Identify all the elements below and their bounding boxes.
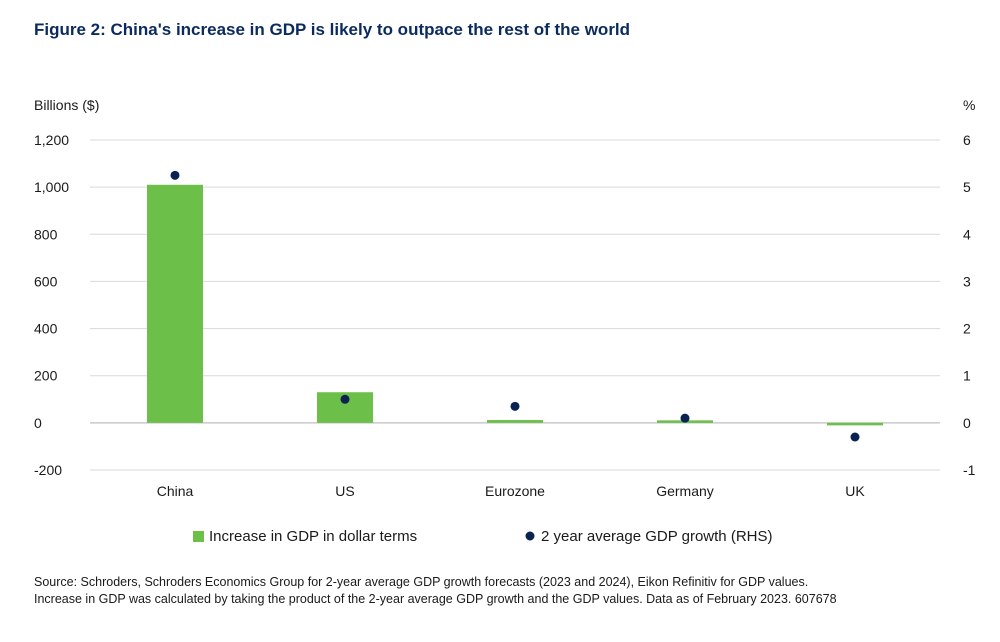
left-tick-label: -200 [34,462,62,478]
dot-germany [680,413,690,423]
legend-bar-label: Increase in GDP in dollar terms [209,528,417,545]
dot-china [170,170,180,180]
gridlines [90,139,940,471]
source-note: Source: Schroders, Schroders Economics G… [34,574,837,608]
right-tick-label: 6 [963,132,971,148]
left-tick-label: 1,000 [34,179,69,195]
chart-title: Figure 2: China's increase in GDP is lik… [34,20,631,39]
bar-eurozone [487,420,543,423]
bar-china [147,184,203,423]
right-tick-label: 5 [963,179,971,195]
right-tick-label: 3 [963,273,971,289]
left-tick-label: 200 [34,368,58,384]
dot-us [340,394,350,404]
left-tick-label: 0 [34,415,42,431]
category-label: UK [845,483,865,499]
bar-uk [827,422,883,426]
chart: Billions ($) % 1,200 1,000 800 600 400 200 0 -2… [34,97,976,545]
right-tick-label: 2 [963,321,971,337]
right-axis-ticks: 6 5 4 3 2 1 0 -1 [963,132,976,478]
left-tick-label: 1,200 [34,132,69,148]
category-label: China [157,483,194,499]
category-label: US [335,483,354,499]
right-tick-label: 4 [963,226,971,242]
category-label: Eurozone [485,483,545,499]
left-tick-label: 600 [34,273,58,289]
right-axis-label: % [963,97,975,113]
dot-uk [850,432,860,442]
bar-series [147,184,883,426]
source-line-1: Source: Schroders, Schroders Economics G… [34,575,809,589]
category-label: Germany [656,483,714,499]
right-tick-label: -1 [963,462,976,478]
legend-dot-label: 2 year average GDP growth (RHS) [541,528,772,545]
dot-eurozone [510,401,520,411]
left-tick-label: 800 [34,226,58,242]
source-line-2: Increase in GDP was calculated by taking… [34,592,837,606]
right-tick-label: 1 [963,368,971,384]
legend-bar-swatch [193,531,204,542]
left-axis-label: Billions ($) [34,97,99,113]
legend: Increase in GDP in dollar terms 2 year a… [193,528,772,545]
left-tick-label: 400 [34,321,58,337]
dot-series [170,170,860,442]
legend-dot-swatch [525,531,535,541]
left-axis-ticks: 1,200 1,000 800 600 400 200 0 -200 [34,132,69,478]
category-labels: China US Eurozone Germany UK [157,483,866,499]
right-tick-label: 0 [963,415,971,431]
